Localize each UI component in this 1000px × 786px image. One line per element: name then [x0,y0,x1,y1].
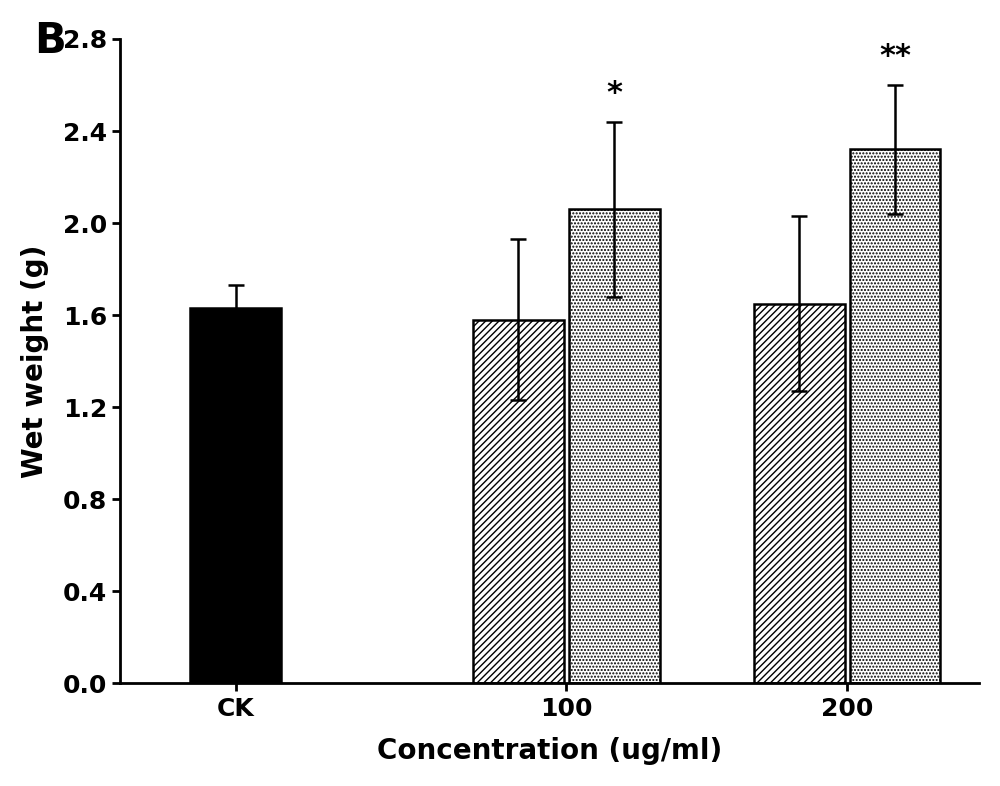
Bar [473,320,564,683]
Text: *: * [606,79,622,108]
Y-axis label: Wet weight (g): Wet weight (g) [21,244,49,478]
Bar [190,308,281,683]
Bar [569,209,660,683]
X-axis label: Concentration (ug/ml): Concentration (ug/ml) [377,737,722,765]
Text: B: B [34,20,66,61]
Bar [850,149,940,683]
Bar [754,303,845,683]
Text: **: ** [879,42,911,72]
